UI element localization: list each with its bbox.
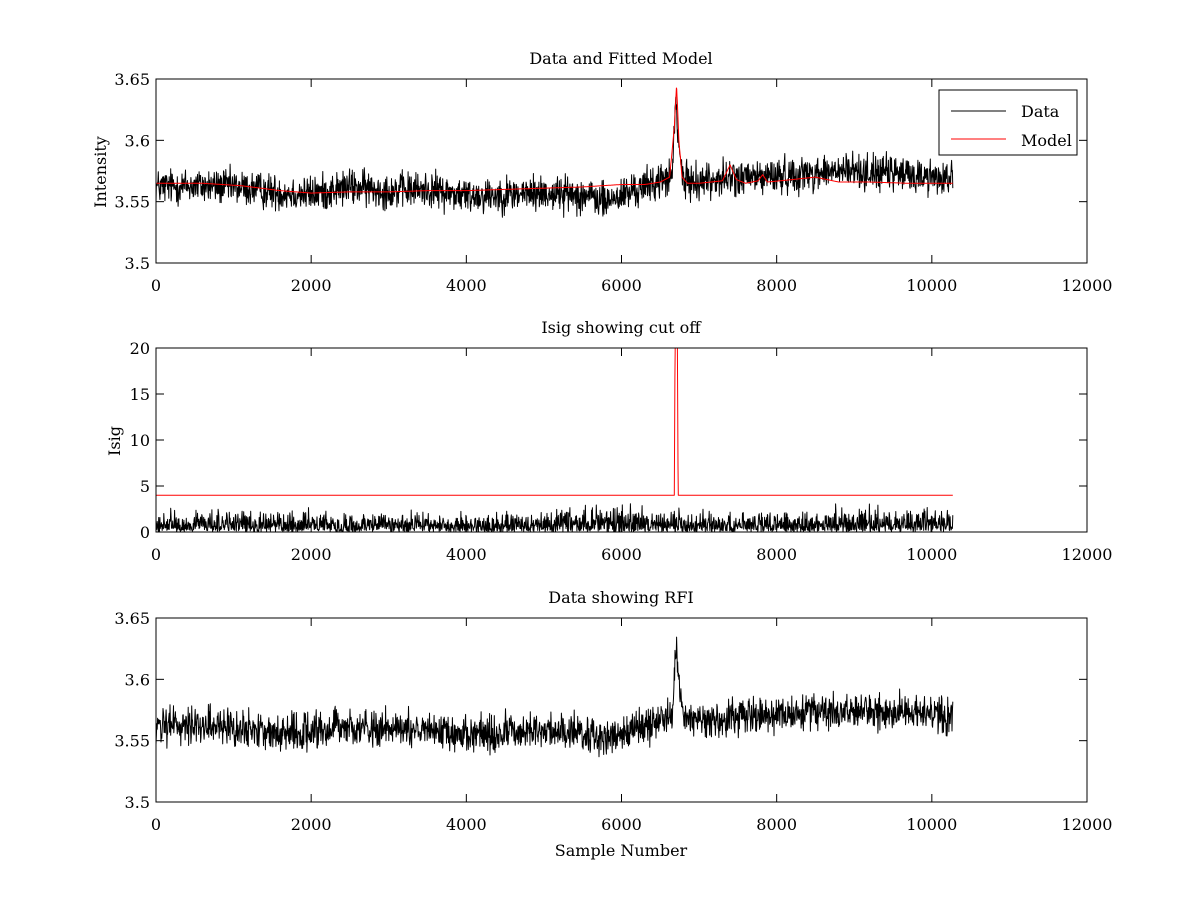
panel-title: Data showing RFI xyxy=(548,588,693,607)
x-tick-label: 2000 xyxy=(291,276,332,295)
series-line-series-0 xyxy=(156,636,954,758)
x-tick-label: 12000 xyxy=(1062,545,1113,564)
panel-title: Data and Fitted Model xyxy=(529,49,712,68)
panel-title: Isig showing cut off xyxy=(541,318,702,337)
x-tick-label: 0 xyxy=(151,276,161,295)
x-tick-label: 2000 xyxy=(291,815,332,834)
x-tick-label: 4000 xyxy=(446,815,487,834)
x-tick-label: 8000 xyxy=(756,545,797,564)
plot-area xyxy=(156,636,954,758)
series-line-data xyxy=(156,96,954,218)
y-tick-label: 20 xyxy=(130,339,150,358)
axes-frame: 0 2000 4000 6000 8000 10000 12000 3.5 3.55 3.6 3.6… xyxy=(114,70,1112,295)
legend: Data Model xyxy=(938,89,1078,156)
x-tick-label: 10000 xyxy=(906,545,957,564)
y-tick-label: 3.5 xyxy=(125,254,150,273)
y-tick-label: 10 xyxy=(130,431,150,450)
series-line-model xyxy=(156,87,954,194)
x-tick-label: 6000 xyxy=(601,276,642,295)
panel-isig: Isig showing cut off Isig 0 2000 4000 6000 8… xyxy=(105,318,1112,564)
y-tick-label: 15 xyxy=(130,385,150,404)
y-tick-label: 3.65 xyxy=(114,609,150,628)
plot-area xyxy=(156,348,954,532)
legend-label-data: Data xyxy=(1021,102,1060,121)
legend-box xyxy=(938,89,1078,156)
x-tick-label: 6000 xyxy=(601,815,642,834)
y-tick-label: 3.6 xyxy=(125,670,150,689)
x-axis-label: Sample Number xyxy=(555,841,688,860)
x-tick-label: 4000 xyxy=(446,276,487,295)
x-tick-label: 8000 xyxy=(756,276,797,295)
y-axis-label: Intensity xyxy=(91,136,110,208)
y-tick-label: 3.65 xyxy=(114,70,150,89)
legend-label-model: Model xyxy=(1021,131,1072,150)
axes-box xyxy=(155,347,1088,533)
plot-area xyxy=(156,87,954,218)
y-axis-label: Isig xyxy=(105,426,124,456)
y-tick-label: 0 xyxy=(140,523,150,542)
x-tick-label: 8000 xyxy=(756,815,797,834)
y-tick-label: 3.55 xyxy=(114,193,150,212)
axes-frame: 0 2000 4000 6000 8000 10000 12000 0 5 10 15 20 xyxy=(130,339,1113,564)
series-line-series-0 xyxy=(156,503,954,532)
y-tick-label: 5 xyxy=(140,477,150,496)
x-tick-label: 6000 xyxy=(601,545,642,564)
x-tick-label: 4000 xyxy=(446,545,487,564)
y-tick-label: 3.6 xyxy=(125,131,150,150)
y-tick-label: 3.5 xyxy=(125,793,150,812)
series-line-series-1 xyxy=(156,348,954,496)
x-tick-label: 10000 xyxy=(906,815,957,834)
x-tick-label: 0 xyxy=(151,815,161,834)
x-tick-label: 10000 xyxy=(906,276,957,295)
x-tick-label: 12000 xyxy=(1062,815,1113,834)
y-tick-label: 3.55 xyxy=(114,732,150,751)
axes-frame: 0 2000 4000 6000 8000 10000 12000 3.5 3.55 3.6 3.6… xyxy=(114,609,1112,834)
panel-rfi: Data showing RFI 0 2000 4000 6000 8000 10000 1… xyxy=(114,588,1112,860)
panel-data-and-model: Data and Fitted Model Intensity 0 2000 400… xyxy=(91,49,1112,295)
x-tick-label: 0 xyxy=(151,545,161,564)
x-tick-label: 12000 xyxy=(1062,276,1113,295)
x-tick-label: 2000 xyxy=(291,545,332,564)
